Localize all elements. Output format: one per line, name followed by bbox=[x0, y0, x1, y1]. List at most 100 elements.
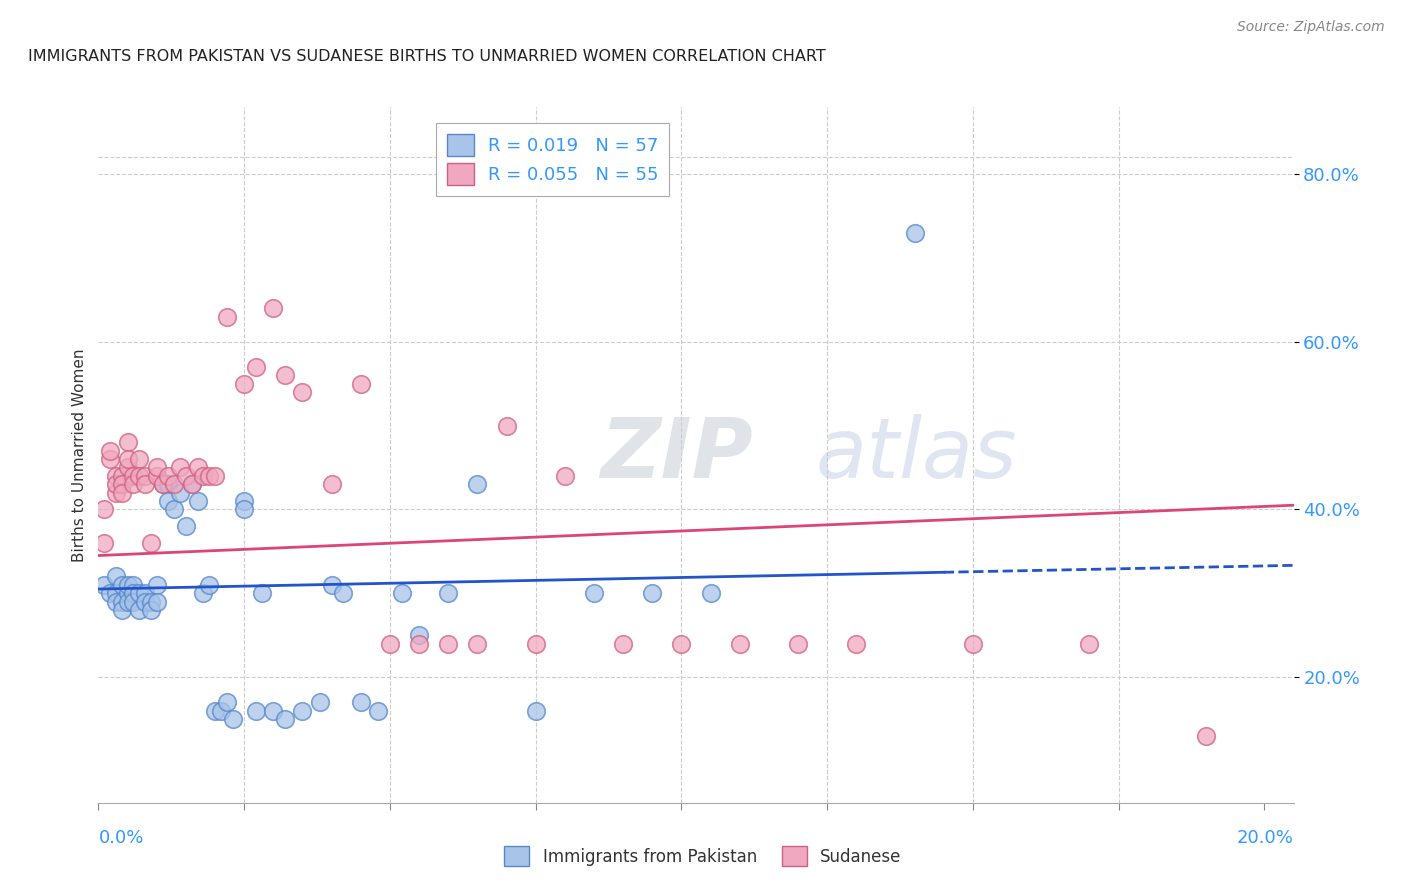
Point bbox=[180, 477, 202, 491]
Point bbox=[98, 452, 121, 467]
Point bbox=[104, 468, 127, 483]
Point bbox=[134, 468, 156, 483]
Point bbox=[903, 226, 925, 240]
Point bbox=[117, 594, 139, 608]
Point bbox=[98, 586, 121, 600]
Point bbox=[962, 636, 984, 650]
Point bbox=[321, 578, 343, 592]
Point bbox=[193, 586, 215, 600]
Point bbox=[437, 586, 460, 600]
Point bbox=[122, 578, 145, 592]
Point bbox=[174, 468, 197, 483]
Point bbox=[845, 636, 868, 650]
Point bbox=[250, 586, 273, 600]
Point bbox=[332, 586, 354, 600]
Point bbox=[262, 704, 284, 718]
Point bbox=[274, 712, 297, 726]
Point bbox=[193, 468, 215, 483]
Point bbox=[104, 485, 127, 500]
Point bbox=[437, 636, 460, 650]
Point bbox=[233, 502, 256, 516]
Point bbox=[117, 452, 139, 467]
Point bbox=[93, 578, 115, 592]
Point bbox=[128, 468, 150, 483]
Point bbox=[145, 468, 167, 483]
Point bbox=[145, 460, 167, 475]
Point bbox=[1195, 729, 1218, 743]
Point bbox=[128, 586, 150, 600]
Point bbox=[408, 628, 430, 642]
Point bbox=[157, 477, 180, 491]
Legend: Immigrants from Pakistan, Sudanese: Immigrants from Pakistan, Sudanese bbox=[496, 838, 910, 875]
Point bbox=[204, 704, 226, 718]
Point bbox=[111, 603, 134, 617]
Text: IMMIGRANTS FROM PAKISTAN VS SUDANESE BIRTHS TO UNMARRIED WOMEN CORRELATION CHART: IMMIGRANTS FROM PAKISTAN VS SUDANESE BIR… bbox=[28, 49, 825, 64]
Point bbox=[186, 460, 208, 475]
Point bbox=[104, 569, 127, 583]
Point bbox=[117, 435, 139, 450]
Point bbox=[174, 519, 197, 533]
Point bbox=[245, 359, 267, 374]
Point bbox=[728, 636, 751, 650]
Point bbox=[524, 704, 547, 718]
Point bbox=[169, 485, 191, 500]
Point bbox=[104, 586, 127, 600]
Point bbox=[378, 636, 401, 650]
Point bbox=[111, 578, 134, 592]
Point bbox=[128, 452, 150, 467]
Point bbox=[233, 494, 256, 508]
Point bbox=[104, 594, 127, 608]
Point bbox=[152, 477, 174, 491]
Point bbox=[163, 477, 186, 491]
Point bbox=[152, 477, 174, 491]
Point bbox=[215, 695, 238, 709]
Point bbox=[209, 704, 232, 718]
Point bbox=[134, 594, 156, 608]
Point bbox=[612, 636, 634, 650]
Point bbox=[139, 594, 162, 608]
Point bbox=[111, 594, 134, 608]
Point bbox=[367, 704, 389, 718]
Point bbox=[582, 586, 605, 600]
Point bbox=[157, 468, 180, 483]
Point bbox=[524, 636, 547, 650]
Text: atlas: atlas bbox=[815, 415, 1017, 495]
Point bbox=[111, 485, 134, 500]
Text: Source: ZipAtlas.com: Source: ZipAtlas.com bbox=[1237, 20, 1385, 34]
Point bbox=[699, 586, 721, 600]
Point bbox=[111, 468, 134, 483]
Point bbox=[291, 385, 314, 400]
Point bbox=[215, 310, 238, 324]
Point bbox=[198, 468, 221, 483]
Point bbox=[145, 578, 167, 592]
Point bbox=[139, 603, 162, 617]
Text: ZIP: ZIP bbox=[600, 415, 754, 495]
Point bbox=[309, 695, 332, 709]
Point bbox=[787, 636, 810, 650]
Point bbox=[117, 460, 139, 475]
Point bbox=[122, 594, 145, 608]
Point bbox=[134, 586, 156, 600]
Point bbox=[204, 468, 226, 483]
Point bbox=[93, 536, 115, 550]
Point bbox=[157, 494, 180, 508]
Point bbox=[122, 477, 145, 491]
Point bbox=[221, 712, 243, 726]
Point bbox=[233, 376, 256, 391]
Point bbox=[1078, 636, 1101, 650]
Point bbox=[554, 468, 576, 483]
Point bbox=[198, 578, 221, 592]
Point bbox=[169, 460, 191, 475]
Point bbox=[163, 502, 186, 516]
Point bbox=[117, 578, 139, 592]
Point bbox=[122, 586, 145, 600]
Point bbox=[93, 502, 115, 516]
Point bbox=[104, 477, 127, 491]
Y-axis label: Births to Unmarried Women: Births to Unmarried Women bbox=[72, 348, 87, 562]
Point bbox=[467, 636, 489, 650]
Point bbox=[145, 594, 167, 608]
Point bbox=[321, 477, 343, 491]
Point bbox=[111, 477, 134, 491]
Point bbox=[350, 376, 373, 391]
Point bbox=[180, 477, 202, 491]
